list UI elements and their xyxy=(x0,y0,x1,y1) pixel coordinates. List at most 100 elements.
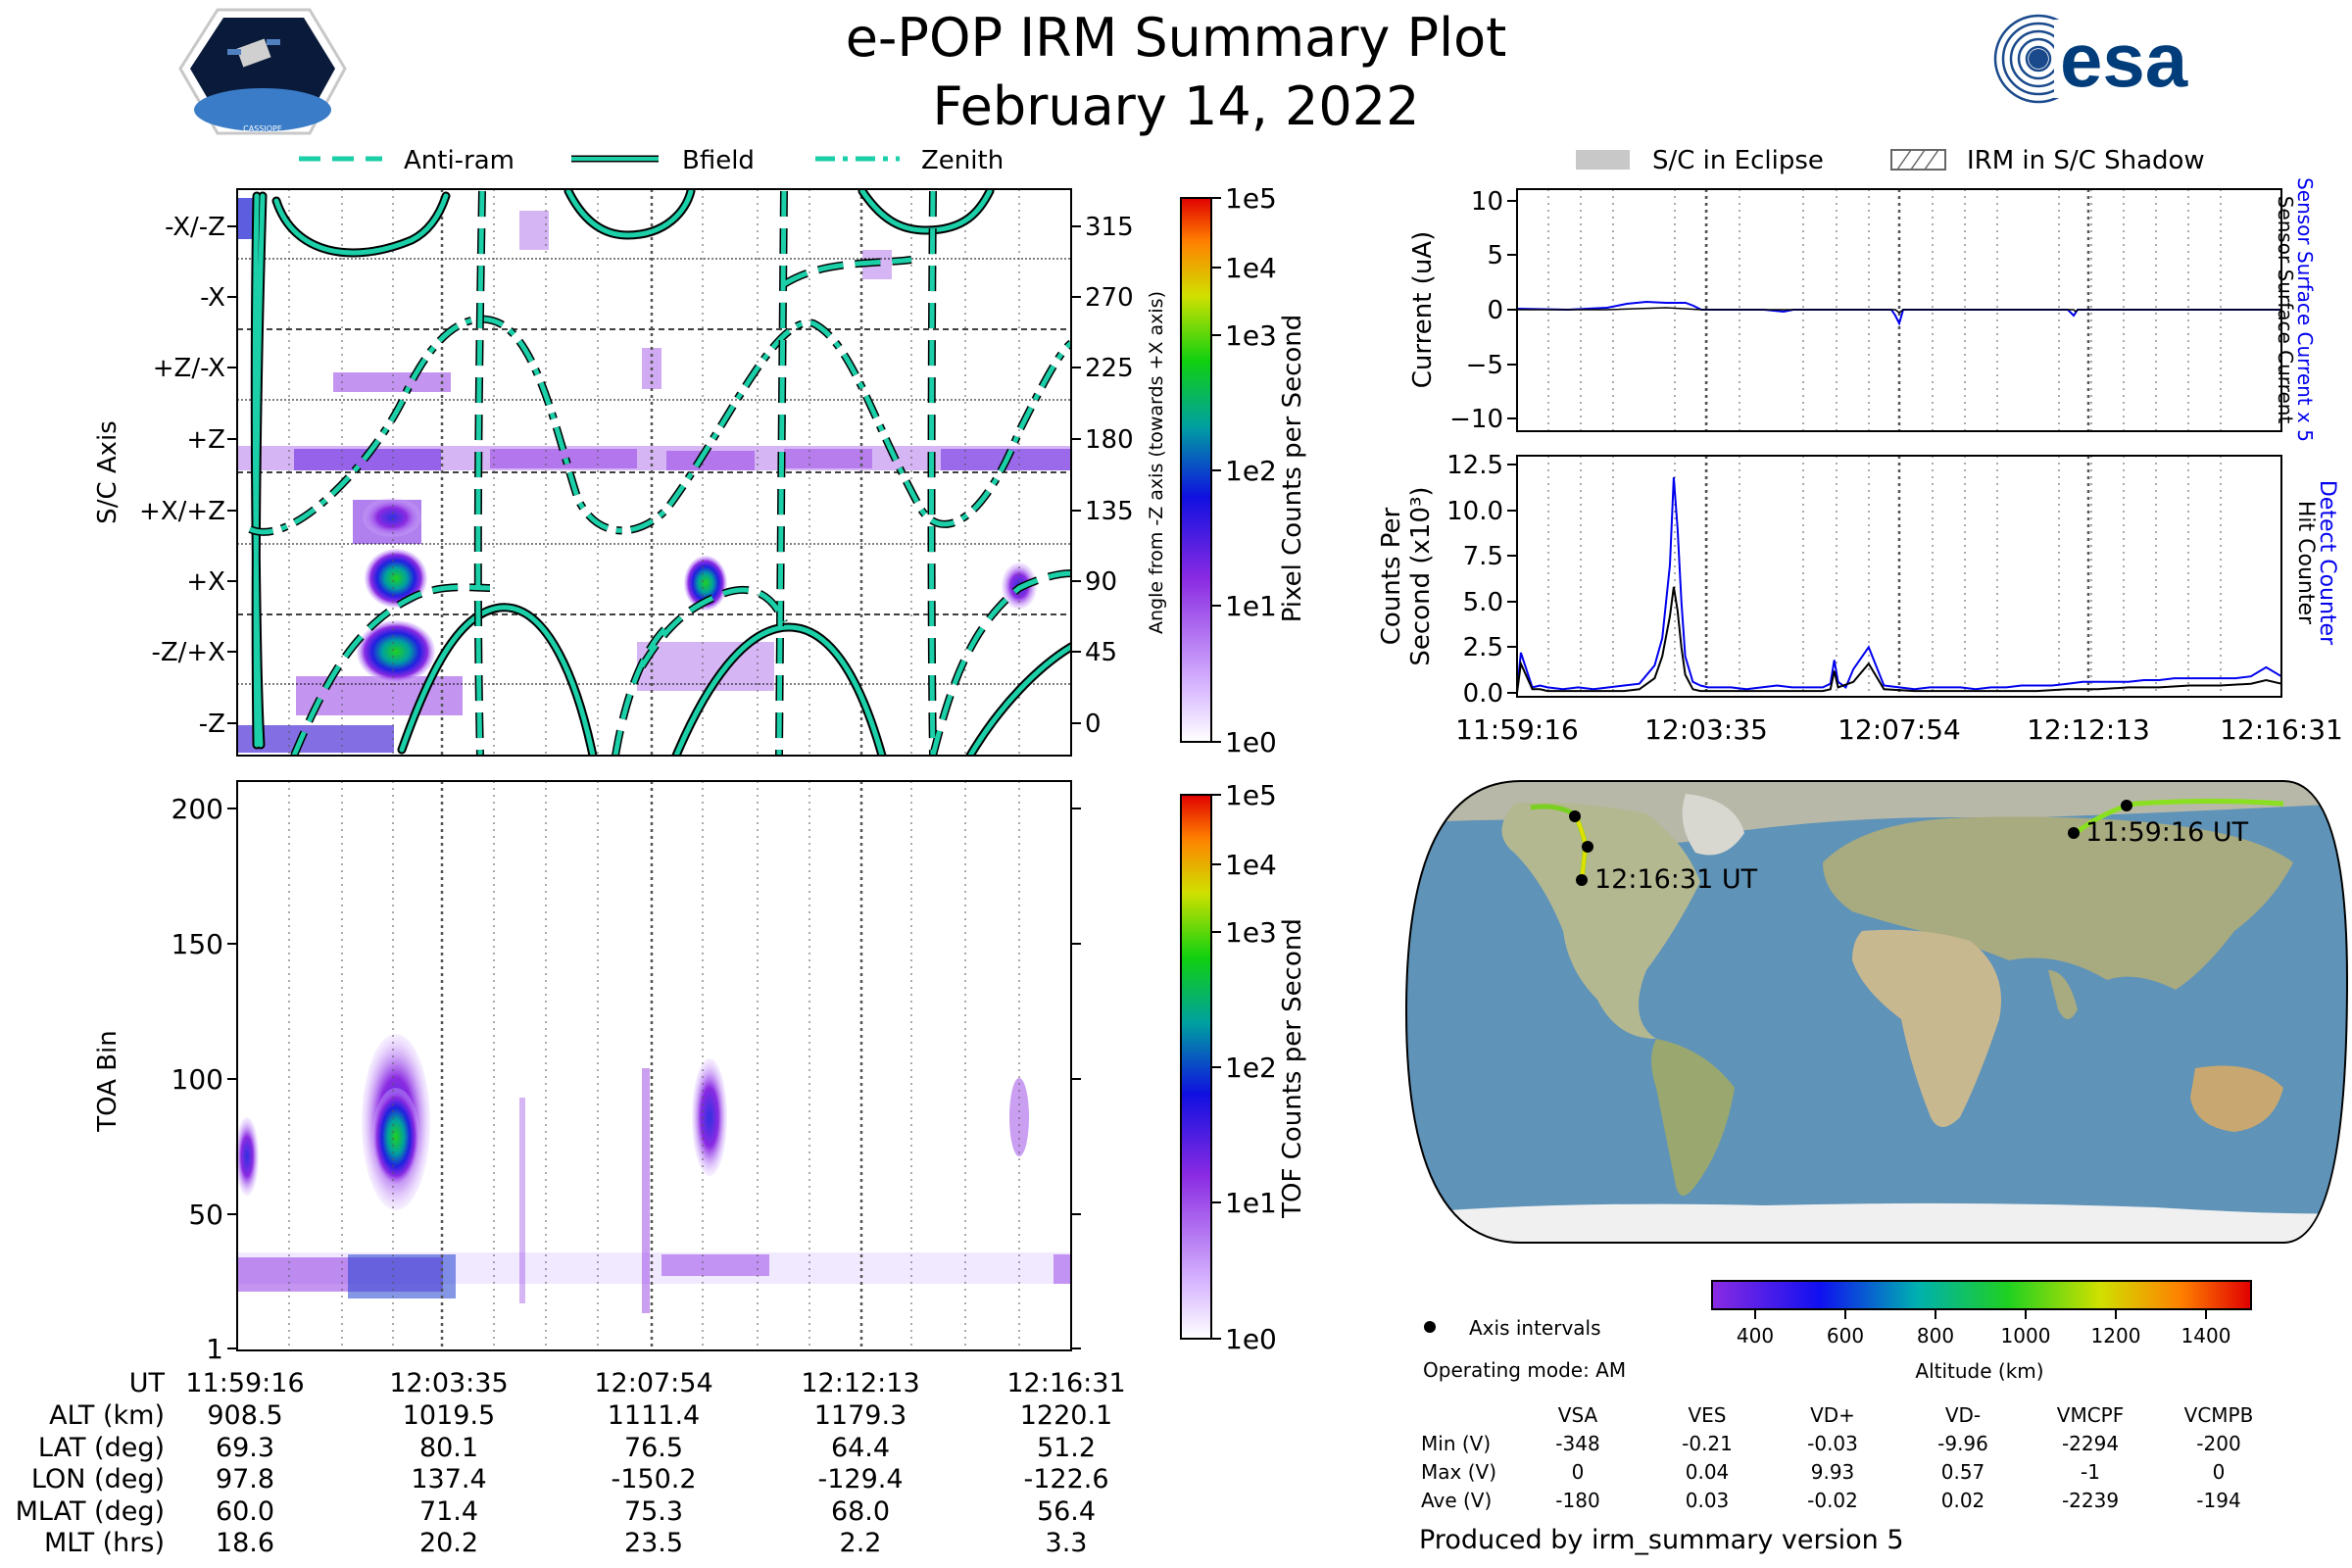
counts-x-tick: 12:16:31 xyxy=(2220,713,2343,746)
counts-tick: 7.5 xyxy=(1463,542,1503,571)
ephemeris-cell: 23.5 xyxy=(624,1528,683,1558)
voltage-cell: 9.93 xyxy=(1811,1460,1855,1484)
map-notes: Axis intervals Operating mode: AM xyxy=(1423,1316,1626,1382)
altitude-tick: 400 xyxy=(1737,1324,1774,1348)
ephemeris-label: LON (deg) xyxy=(31,1464,165,1494)
axis-intervals-label: Axis intervals xyxy=(1469,1316,1601,1340)
voltage-cell: 0.02 xyxy=(1941,1489,1985,1512)
current-tick: 5 xyxy=(1487,241,1503,270)
counts-tick: 0.0 xyxy=(1463,679,1503,709)
footer-text: Produced by irm_summary version 5 xyxy=(1419,1525,1904,1555)
ephemeris-cell: 68.0 xyxy=(831,1496,890,1527)
world-map-frame xyxy=(1404,780,2349,1244)
altitude-tick: 1400 xyxy=(2181,1324,2231,1348)
ephemeris-cell: -122.6 xyxy=(1023,1464,1108,1494)
page-date: February 14, 2022 xyxy=(933,75,1420,137)
angle-tick: 225 xyxy=(1085,354,1134,383)
angle-ticks: 315 270 225 180 135 90 45 0 xyxy=(1085,213,1134,739)
pixel-spectrogram-frame xyxy=(236,188,1072,757)
ephemeris-cell: 12:16:31 xyxy=(1006,1368,1125,1398)
counts-tick: 5.0 xyxy=(1463,588,1503,617)
ephemeris-cell: 137.4 xyxy=(411,1464,486,1494)
ephemeris-cell: 64.4 xyxy=(831,1433,890,1463)
operating-mode: Operating mode: AM xyxy=(1423,1358,1626,1382)
voltage-cell: 0.03 xyxy=(1686,1489,1730,1512)
pixel-colorbar-tick: 1e4 xyxy=(1225,252,1277,284)
legend-shadow: IRM in S/C Shadow xyxy=(1967,146,2205,175)
tof-colorbar: 1e5 1e4 1e3 1e2 1e1 1e0 TOF Counts per S… xyxy=(1180,779,1307,1355)
counts-x-tick: 12:03:35 xyxy=(1644,713,1768,746)
counts-axis-title: Counts Per xyxy=(1377,507,1406,645)
counts-tick: 2.5 xyxy=(1463,633,1503,662)
angle-axis-title: Angle from -Z axis (towards +X axis) xyxy=(1146,291,1167,634)
voltage-cell: 0.04 xyxy=(1686,1460,1730,1484)
voltage-cell: -348 xyxy=(1555,1432,1599,1455)
legend-eclipse: S/C in Eclipse xyxy=(1652,146,1824,175)
voltage-table: VSA VES VD+ VD- VMCPF VCMPB Min (V) Max … xyxy=(1421,1403,2253,1512)
ephemeris-cell: 75.3 xyxy=(624,1496,683,1527)
tof-colorbar-tick: 1e5 xyxy=(1225,779,1277,811)
sc-axis-label: +Z/-X xyxy=(153,354,225,383)
voltage-cell: 0 xyxy=(2213,1460,2226,1484)
voltage-header: VSA xyxy=(1558,1403,1598,1427)
voltage-cell: -180 xyxy=(1555,1489,1599,1512)
pixel-colorbar-tick: 1e1 xyxy=(1225,590,1277,622)
toa-tick: 200 xyxy=(172,793,223,825)
sc-axis-label: -X/-Z xyxy=(165,213,225,242)
tof-colorbar-tick: 1e0 xyxy=(1225,1323,1277,1355)
voltage-cell: -0.21 xyxy=(1682,1432,1733,1455)
ephemeris-cell: 76.5 xyxy=(624,1433,683,1463)
legend-right: S/C in Eclipse IRM in S/C Shadow xyxy=(1576,146,2205,175)
counts-tick: 12.5 xyxy=(1446,451,1503,480)
toa-tick: 1 xyxy=(206,1333,223,1365)
voltage-header: VD- xyxy=(1945,1403,1981,1427)
pixel-spectrogram: -X/-Z -X +Z/-X +Z +X/+Z +X -Z/+X -Z S/C … xyxy=(93,188,1167,757)
tof-colorbar-tick: 1e4 xyxy=(1225,849,1277,881)
ephemeris-cell: 12:03:35 xyxy=(389,1368,508,1398)
current-line-black xyxy=(1517,307,2281,314)
counts-panel: 12.5 10.0 7.5 5.0 2.5 0.0 Counts Per Sec… xyxy=(1377,451,2343,746)
ephemeris-label: ALT (km) xyxy=(49,1400,165,1431)
pixel-colorbar-tick: 1e2 xyxy=(1225,455,1277,487)
counts-x-tick: 12:12:13 xyxy=(2027,713,2150,746)
altitude-tick: 800 xyxy=(1917,1324,1954,1348)
voltage-cell: -9.96 xyxy=(1937,1432,1988,1455)
ephemeris-table: UT ALT (km) LAT (deg) LON (deg) MLAT (de… xyxy=(16,1368,1126,1558)
voltage-cell: 0 xyxy=(1572,1460,1585,1484)
ephemeris-cell: 69.3 xyxy=(216,1433,274,1463)
counts-right-label-blue: Detect Counter xyxy=(2315,480,2339,646)
toa-tick: 50 xyxy=(188,1199,223,1231)
ephemeris-label: UT xyxy=(129,1368,166,1398)
cassiope-logo-text: CASSIOPE xyxy=(243,124,282,133)
pixel-spectrogram-data xyxy=(237,189,1071,756)
legend-zenith: Zenith xyxy=(921,146,1004,175)
angle-tick: 315 xyxy=(1085,213,1134,242)
current-axis-title: Current (uA) xyxy=(1408,231,1438,388)
altitude-tick: 1000 xyxy=(2001,1324,2051,1348)
voltage-cell: -0.03 xyxy=(1807,1432,1858,1455)
voltage-header: VES xyxy=(1688,1403,1726,1427)
counts-right-label-black: Hit Counter xyxy=(2293,501,2318,625)
ephemeris-cell: 1220.1 xyxy=(1020,1400,1112,1431)
ephemeris-cell: -129.4 xyxy=(817,1464,903,1494)
altitude-tick: 1200 xyxy=(2091,1324,2141,1348)
altitude-colorbar: 400 600 800 1000 1200 1400 Altitude (km) xyxy=(1711,1280,2252,1383)
current-right-label-blue: Sensor Surface Current x 5 xyxy=(2293,177,2317,442)
ephemeris-cell: 2.2 xyxy=(840,1528,882,1558)
legend-top: Anti-ram Bfield Zenith xyxy=(299,146,1004,175)
toa-spectrogram: 200 150 100 50 1 TOA Bin xyxy=(93,780,1081,1365)
header: e-POP IRM Summary Plot February 14, 2022 xyxy=(846,7,1507,137)
esa-logo-text: esa xyxy=(2060,17,2188,103)
sensor-current-panel: 10 5 0 −5 −10 Current (uA) Sensor Surfac… xyxy=(1408,177,2317,442)
ephemeris-cell: 3.3 xyxy=(1046,1528,1088,1558)
voltage-header: VD+ xyxy=(1810,1403,1855,1427)
voltage-cell: -200 xyxy=(2196,1432,2240,1455)
ephemeris-cell: 1111.4 xyxy=(608,1400,700,1431)
angle-tick: 270 xyxy=(1085,283,1134,313)
ephemeris-cell: -150.2 xyxy=(611,1464,696,1494)
ephemeris-cell: 908.5 xyxy=(207,1400,282,1431)
ephemeris-cell: 11:59:16 xyxy=(185,1368,304,1398)
sc-axis-title: S/C Axis xyxy=(93,420,122,524)
sc-axis-label: -X xyxy=(200,283,225,313)
